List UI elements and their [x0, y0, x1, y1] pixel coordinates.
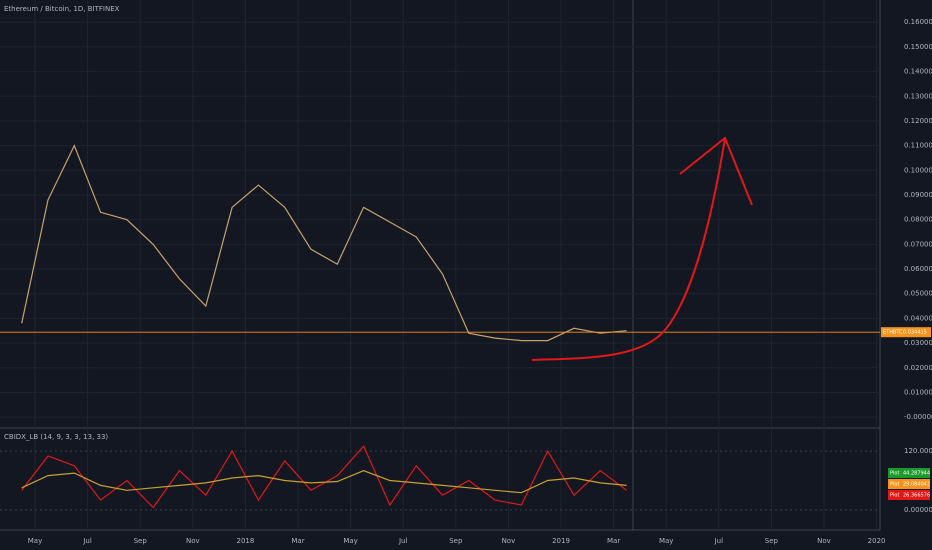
series-line [21, 470, 627, 494]
legend-name: Plot [890, 482, 899, 488]
x-tick-label: Mar [607, 537, 620, 545]
x-tick-label: Jul [398, 537, 408, 545]
x-tick-label: Nov [817, 537, 831, 545]
last-price-name: ETHBTC [883, 330, 903, 336]
indicator-title: CBIDX_LB (14, 9, 3, 3, 13, 33) [4, 433, 108, 441]
legend-name: Plot [890, 493, 899, 499]
legend-value: 44.287944 [903, 471, 930, 477]
x-tick-label: 2020 [868, 537, 886, 545]
y-tick-label: 0.000000 [904, 506, 932, 514]
legend-value: 26.366576 [903, 493, 930, 499]
last-price-value: 0.034415 [903, 330, 927, 336]
legend-name: Plot [890, 471, 899, 477]
x-tick-label: May [343, 537, 357, 545]
y-tick-label: 0.160000 [904, 18, 932, 26]
series-line [21, 144, 627, 342]
legend-box [888, 468, 930, 478]
drawing-arrow [531, 136, 753, 361]
legend-value: 29.084042 [903, 482, 930, 488]
chart-title: Ethereum / Bitcoin, 1D, BITFINEX [4, 5, 120, 13]
x-tick-label: 2019 [552, 537, 570, 545]
x-tick-label: Sep [449, 537, 463, 545]
x-tick-label: Sep [134, 537, 148, 545]
legend-box [888, 479, 930, 489]
series-line [21, 445, 627, 509]
indicator-pane: 0.000000 120.000000 Plot 44.287944 Plot 29.08… [0, 445, 932, 514]
last-price-box [881, 327, 931, 338]
x-tick-label: May [659, 537, 673, 545]
x-tick-label: Jul [714, 537, 724, 545]
x-tick-label: May [28, 537, 42, 545]
x-tick-label: 2018 [236, 537, 254, 545]
x-tick-label: Nov [186, 537, 200, 545]
x-tick-label: Jul [82, 537, 92, 545]
x-tick-label: Nov [502, 537, 516, 545]
y-tick-label: 120.000000 [904, 447, 932, 455]
legend-box [888, 490, 930, 500]
x-tick-label: Sep [765, 537, 779, 545]
y-tick-label: -0.000000 [904, 413, 932, 421]
x-tick-label: Mar [291, 537, 304, 545]
